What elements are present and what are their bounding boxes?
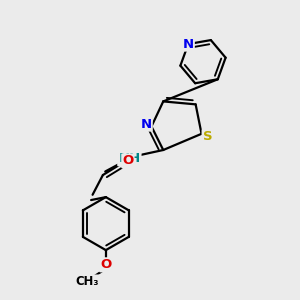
Text: O: O (100, 258, 112, 271)
Text: N: N (141, 118, 152, 130)
Text: NH: NH (118, 152, 140, 165)
Text: N: N (183, 38, 194, 51)
Text: S: S (202, 130, 212, 143)
Text: O: O (122, 154, 134, 167)
Text: CH₃: CH₃ (76, 275, 99, 288)
